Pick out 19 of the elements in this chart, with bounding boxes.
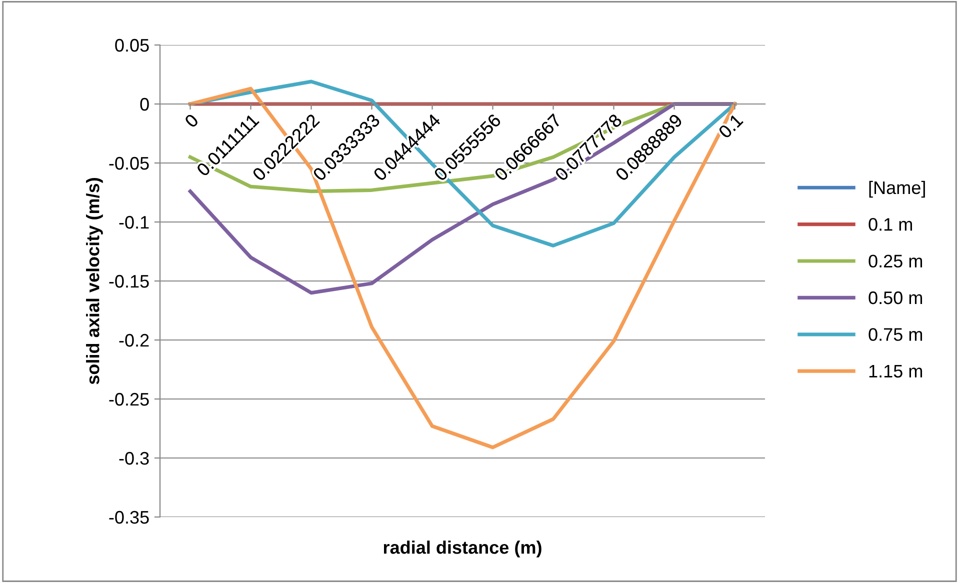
legend-label: 1.15 m bbox=[869, 364, 922, 378]
legend-label: 0.50 m bbox=[868, 291, 922, 304]
legend-label: 0.75 m bbox=[868, 328, 922, 341]
y-tick-label: -0.2 bbox=[119, 334, 149, 347]
y-tick-label: -0.05 bbox=[109, 156, 149, 170]
x-tick-label: 0 bbox=[184, 113, 200, 128]
y-axis-title: solid axial velocity (m/s) bbox=[86, 178, 103, 384]
legend-label: [Name] bbox=[869, 180, 925, 198]
legend-label: 0.25 m bbox=[868, 254, 922, 268]
y-tick-label: -0.35 bbox=[109, 510, 149, 524]
y-tick-label: -0.15 bbox=[109, 274, 149, 288]
x-axis-title: radial distance (m) bbox=[384, 540, 542, 558]
x-tick-label: 0.1 bbox=[718, 113, 744, 139]
y-tick-label: -0.1 bbox=[119, 216, 149, 229]
y-tick-label: 0 bbox=[140, 98, 149, 111]
y-tick-label: -0.3 bbox=[119, 452, 149, 465]
y-tick-label: -0.25 bbox=[109, 392, 149, 406]
y-tick-label: 0.05 bbox=[115, 38, 149, 52]
legend-label: 0.1 m bbox=[868, 218, 912, 231]
